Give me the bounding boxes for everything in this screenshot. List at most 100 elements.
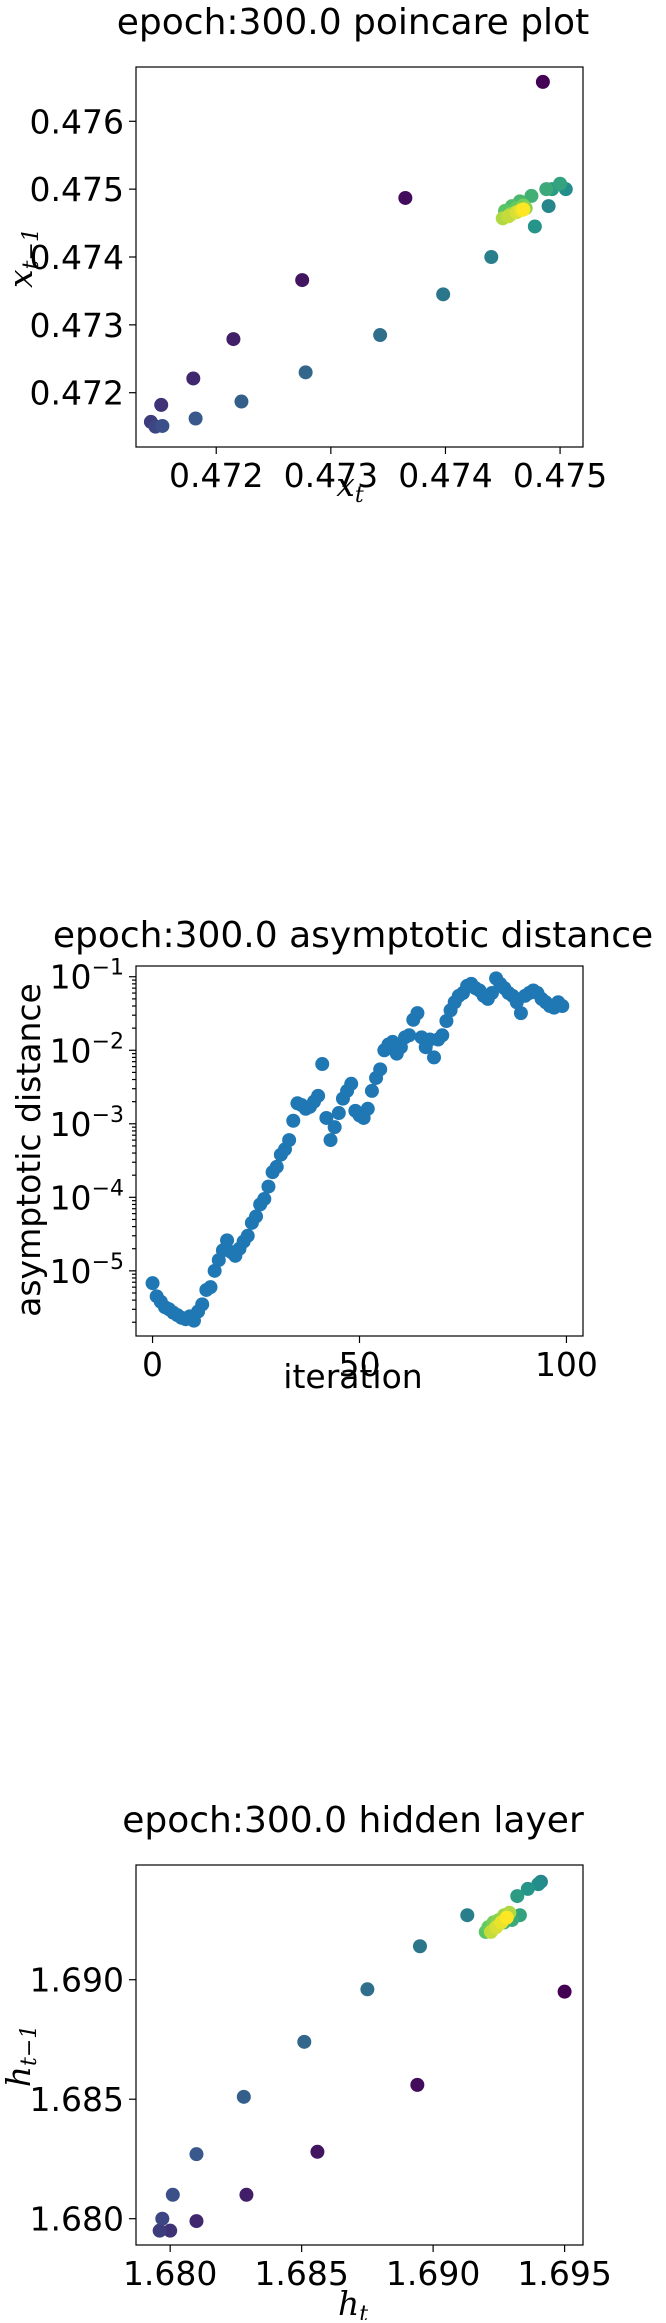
data-point [261,1179,276,1194]
data-point [145,1276,160,1291]
data-point [484,250,499,264]
data-point [155,418,170,433]
data-point [402,1028,417,1043]
y-tick-label: 1.690 [30,1961,124,2000]
x-tick-label: 1.685 [254,2254,348,2293]
x-tick-label: 0.474 [398,456,492,495]
chart-title: epoch:300.0 hidden layer [122,1800,584,1841]
y-tick-label: 0.474 [30,238,124,277]
data-point [282,1133,297,1148]
y-axis-label: ht−1 [0,2025,42,2088]
y-tick-label: 10−1 [50,956,124,997]
x-axis-label: ht [338,2284,368,2320]
data-point [439,1014,454,1029]
data-point [555,999,570,1014]
hidden-layer-chart: epoch:300.0 hidden layer 1.680 1.685 1.690… [0,1800,612,2320]
data-point [360,1982,375,1997]
data-point [436,287,451,302]
data-point [220,1233,235,1248]
x-tick-label: 50 [339,1345,381,1384]
x-tick-label: 100 [535,1345,598,1384]
x-axis: 0.472 0.473 0.474 0.475 [169,447,607,495]
data-point [155,2211,170,2226]
plot-area [143,74,573,434]
data-point [410,2077,425,2092]
data-point [331,1106,346,1121]
y-tick-label: 10−2 [50,1029,124,1070]
x-axis-label: xt [336,465,364,508]
plot-area [152,1874,572,2238]
data-point [398,190,413,205]
x-tick-label: 1.695 [517,2254,611,2293]
data-point [527,219,542,234]
data-point [520,1881,535,1896]
data-point [154,397,169,412]
data-point [553,176,568,191]
axes-frame [135,66,584,448]
x-tick-label: 0 [142,1345,163,1384]
y-tick-label: 0.473 [30,306,124,345]
data-point [516,202,531,217]
asymptotic-distance-chart: epoch:300.0 asymptotic distance 0 50 100 1… [9,915,653,1396]
data-point [203,1280,218,1295]
axes-frame [135,965,584,1337]
data-point [524,188,539,203]
data-point [344,1076,359,1091]
y-tick-label: 0.472 [30,374,124,413]
data-point [188,411,203,426]
y-tick-label: 10−5 [50,1250,124,1291]
data-point [531,1877,546,1892]
data-point [165,2187,180,2202]
data-point [557,1984,572,1999]
chart-title: epoch:300.0 asymptotic distance [53,915,653,956]
x-axis: 1.680 1.685 1.690 1.695 [123,2245,612,2293]
data-point [539,182,554,197]
data-point [484,986,499,1001]
y-tick-label: 1.685 [30,2080,124,2119]
x-axis-label: iteration [283,1357,422,1396]
plot-area [145,971,570,1328]
data-point [319,1110,334,1125]
data-point [207,1263,222,1278]
data-point [535,74,550,89]
data-point [412,1939,427,1954]
y-axis-label: xt−1 [1,228,44,288]
data-point [249,1209,264,1224]
y-axis: 0.472 0.473 0.474 0.475 0.476 [30,102,136,413]
data-point [427,1050,441,1065]
data-point [234,394,249,409]
data-point [373,328,388,343]
data-point [152,2223,167,2238]
data-point [541,199,556,214]
x-tick-label: 0.473 [284,456,378,495]
data-point [239,2187,254,2202]
data-point [435,1028,450,1043]
y-axis: 10−5 10−4 10−3 10−2 10−1 [50,956,136,1323]
data-point [360,1101,375,1116]
data-point [315,1057,330,1072]
data-point [327,1120,342,1135]
data-point [189,2147,204,2162]
data-point [257,1191,272,1206]
y-tick-label: 10−3 [50,1103,124,1144]
data-point [226,332,241,347]
y-axis-label: asymptotic distance [9,983,48,1317]
data-point [269,1159,284,1174]
data-point [373,1062,388,1077]
data-point [297,2034,312,2049]
data-point [286,1113,301,1128]
data-point [298,365,313,380]
x-tick-label: 0.472 [169,456,263,495]
data-point [240,1228,255,1243]
y-tick-label: 0.475 [30,170,124,209]
data-point [195,1297,210,1312]
x-tick-label: 0.475 [513,456,607,495]
poincare-chart: epoch:300.0 poincare plot 0.472 0.473 0.47… [1,2,607,508]
axes-frame [135,1864,584,2246]
data-point [311,1088,326,1103]
x-tick-label: 1.680 [123,2254,217,2293]
data-point [310,2144,325,2159]
data-point [186,371,201,386]
y-tick-label: 10−4 [50,1176,124,1217]
data-point [460,1908,475,1923]
